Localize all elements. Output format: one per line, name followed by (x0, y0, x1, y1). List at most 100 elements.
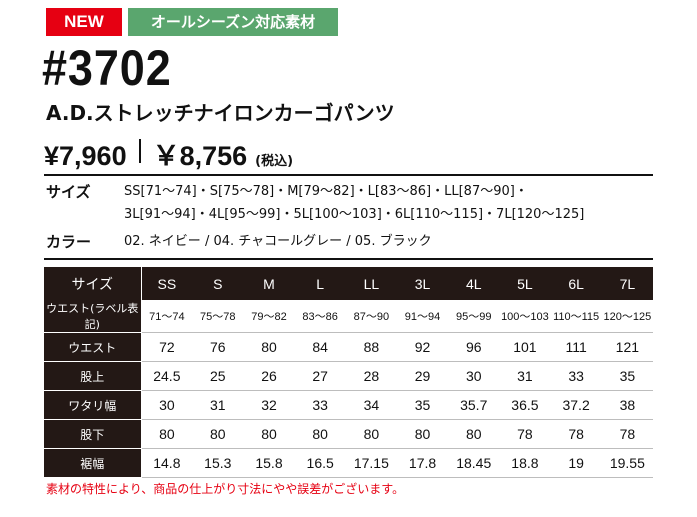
table-cell: 100～103 (499, 300, 551, 333)
table-cell: 78 (550, 419, 602, 449)
table-cell: 18.8 (499, 448, 551, 478)
size-list-line2: 3L[91～94]・4L[95～99]・5L[100～103]・6L[110～1… (124, 207, 585, 222)
table-cell: 30 (141, 390, 193, 420)
table-cell: 29 (396, 361, 449, 391)
table-cell: 36.5 (499, 390, 551, 420)
table-cell: 83～86 (294, 300, 346, 333)
row-label: ワタリ幅 (44, 390, 142, 420)
row-label: 股上 (44, 361, 142, 391)
size-header-label: サイズ (44, 267, 142, 300)
table-cell: 19 (550, 448, 602, 478)
table-cell: 31 (192, 390, 244, 420)
size-table-header-row: サイズ SS S M L LL 3L 4L 5L 6L 7L (44, 267, 653, 300)
base-price: ¥7,960 (44, 141, 127, 171)
table-cell: 24.5 (141, 361, 193, 391)
table-cell: 78 (601, 419, 653, 449)
table-cell: 75～78 (192, 300, 244, 333)
divider-top (44, 174, 653, 176)
table-cell: 17.8 (396, 448, 449, 478)
size-header-cell: 4L (448, 267, 500, 300)
table-row: ウエスト 72 76 80 84 88 92 96 101 111 121 (44, 332, 653, 362)
table-cell: 101 (499, 332, 551, 362)
table-cell: 79～82 (243, 300, 295, 333)
table-cell: 80 (243, 419, 295, 449)
table-cell: 16.5 (294, 448, 346, 478)
table-cell: 14.8 (141, 448, 193, 478)
price-divider (138, 139, 141, 163)
table-cell: 111 (550, 332, 602, 362)
table-cell: 88 (345, 332, 397, 362)
table-cell: 38 (601, 390, 653, 420)
row-label: 股下 (44, 419, 142, 449)
table-cell: 17.15 (345, 448, 397, 478)
table-cell: 92 (396, 332, 449, 362)
table-cell: 96 (448, 332, 500, 362)
size-label: サイズ (46, 183, 91, 201)
product-name: A.D.ストレッチナイロンカーゴパンツ (46, 101, 395, 125)
table-cell: 18.45 (448, 448, 500, 478)
size-header-cell: LL (345, 267, 397, 300)
size-chart-table: サイズ SS S M L LL 3L 4L 5L 6L 7L ウエスト(ラベル表記) 71～74 75～7… (44, 267, 653, 478)
table-cell: 72 (141, 332, 193, 362)
size-list-line1: SS[71～74]・S[75～78]・M[79～82]・L[83～86]・LL[… (124, 184, 528, 199)
table-cell: 15.8 (243, 448, 295, 478)
table-row: ウエスト(ラベル表記) 71～74 75～78 79～82 83～86 87～90 91～9… (44, 300, 653, 333)
size-header-cell: S (192, 267, 244, 300)
size-header-cell: SS (141, 267, 193, 300)
tax-included-price: ￥8,756 (152, 141, 248, 171)
size-header-cell: 6L (550, 267, 602, 300)
table-cell: 80 (448, 419, 500, 449)
table-cell: 26 (243, 361, 295, 391)
table-cell: 34 (345, 390, 397, 420)
table-cell: 33 (550, 361, 602, 391)
size-header-cell: 7L (601, 267, 653, 300)
price-block: ¥7,960 ￥8,756 (税込) (44, 134, 293, 171)
table-row: 股下 80 80 80 80 80 80 80 78 78 78 (44, 419, 653, 449)
size-header-cell: 3L (396, 267, 449, 300)
table-row: ワタリ幅 30 31 32 33 34 35 35.7 36.5 37.2 38 (44, 390, 653, 420)
table-cell: 80 (243, 332, 295, 362)
table-cell: 71～74 (141, 300, 193, 333)
table-cell: 80 (294, 419, 346, 449)
table-cell: 91～94 (396, 300, 449, 333)
table-cell: 120～125 (601, 300, 653, 333)
table-cell: 27 (294, 361, 346, 391)
row-label: ウエスト (44, 332, 142, 362)
table-cell: 30 (448, 361, 500, 391)
table-cell: 78 (499, 419, 551, 449)
row-label: 裾幅 (44, 448, 142, 478)
table-cell: 35.7 (448, 390, 500, 420)
model-number: #3702 (42, 40, 172, 96)
table-cell: 33 (294, 390, 346, 420)
table-cell: 37.2 (550, 390, 602, 420)
table-cell: 76 (192, 332, 244, 362)
table-cell: 87～90 (345, 300, 397, 333)
table-cell: 31 (499, 361, 551, 391)
size-header-cell: 5L (499, 267, 551, 300)
table-row: 裾幅 14.8 15.3 15.8 16.5 17.15 17.8 18.45 18.8 19 19… (44, 448, 653, 478)
table-cell: 80 (192, 419, 244, 449)
season-badge: オールシーズン対応素材 (128, 8, 338, 36)
size-header-cell: M (243, 267, 295, 300)
color-label: カラー (46, 233, 92, 251)
table-cell: 110～115 (550, 300, 602, 333)
table-cell: 35 (396, 390, 449, 420)
new-badge: NEW (46, 8, 122, 36)
table-cell: 25 (192, 361, 244, 391)
disclaimer-note: 素材の特性により、商品の仕上がり寸法にやや誤差がございます。 (46, 482, 405, 496)
table-cell: 35 (601, 361, 653, 391)
table-cell: 32 (243, 390, 295, 420)
row-label: ウエスト(ラベル表記) (44, 300, 142, 333)
size-header-cell: L (294, 267, 346, 300)
table-cell: 84 (294, 332, 346, 362)
table-cell: 121 (601, 332, 653, 362)
table-cell: 80 (396, 419, 449, 449)
table-cell: 80 (141, 419, 193, 449)
table-cell: 80 (345, 419, 397, 449)
table-cell: 95～99 (448, 300, 500, 333)
color-list: 02. ネイビー / 04. チャコールグレー / 05. ブラック (124, 234, 432, 249)
table-row: 股上 24.5 25 26 27 28 29 30 31 33 35 (44, 361, 653, 391)
table-cell: 15.3 (192, 448, 244, 478)
table-cell: 19.55 (601, 448, 653, 478)
table-cell: 28 (345, 361, 397, 391)
